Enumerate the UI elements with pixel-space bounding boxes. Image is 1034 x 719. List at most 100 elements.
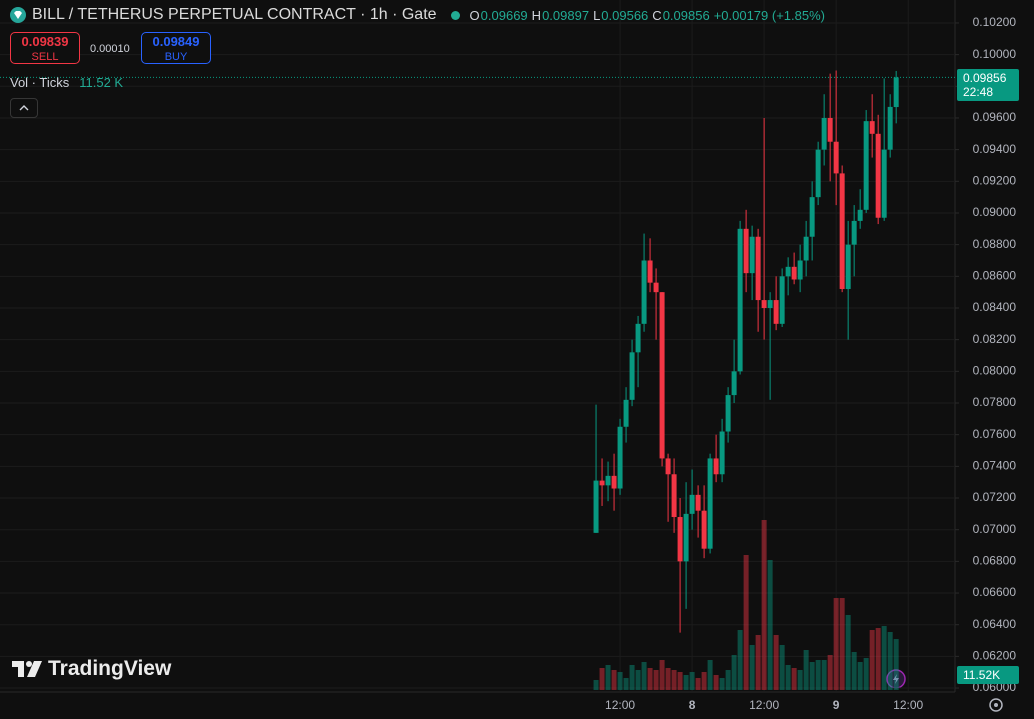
volume-bar [647, 668, 653, 690]
ohlc-value: 0.09856 [662, 7, 710, 23]
candle-body [743, 228, 749, 274]
buy-button[interactable]: 0.09849 BUY [141, 32, 211, 64]
settings-icon[interactable] [989, 698, 1003, 712]
ohlc-low: L0.09566 [593, 8, 648, 23]
candle-body [833, 141, 839, 174]
logo-part [26, 661, 32, 667]
countdown: 22:48 [963, 85, 994, 100]
volume-bar [815, 660, 821, 690]
candle-body [617, 426, 623, 489]
candle-body [731, 371, 737, 396]
volume-bar [593, 680, 599, 690]
volume-bar [797, 670, 803, 690]
change: +0.00179 (+1.85%) [713, 7, 825, 23]
candle-body [851, 220, 857, 245]
candle-body [671, 474, 677, 518]
ohlc-open: O0.09669 [470, 8, 528, 23]
candle-body [605, 475, 611, 486]
volume-bar [707, 660, 713, 690]
chart-title: BILL / TETHERUS PERPETUAL CONTRACT · 1h … [32, 6, 437, 23]
logo-part [12, 661, 24, 677]
volume-bar [659, 660, 665, 690]
y-tick-label: 0.06200 [973, 649, 1017, 663]
candle-body [719, 431, 725, 475]
volume-bar [737, 630, 743, 690]
y-tick-label: 0.08800 [973, 237, 1017, 251]
volume-bar [749, 645, 755, 690]
volume-layer [593, 520, 899, 690]
candle-body [695, 494, 701, 511]
volume-bar [761, 520, 767, 690]
y-tick-label: 0.09600 [973, 110, 1017, 124]
ohlc-close: C0.09856 [652, 8, 709, 23]
gear-center [994, 703, 998, 707]
candle-body [653, 282, 659, 293]
volume-bar [671, 670, 677, 690]
y-tick-label: 0.07000 [973, 522, 1017, 536]
volume-bar [881, 626, 887, 690]
candle-body [599, 480, 605, 486]
volume-bar [689, 671, 695, 690]
ohlc-high: H0.09897 [532, 8, 589, 23]
logo-part [27, 661, 42, 677]
last-price-label: 0.09856 22:48 [957, 69, 1019, 102]
symbol-icon-gem [14, 11, 22, 19]
volume-bar [695, 678, 701, 690]
collapse-button[interactable] [10, 98, 38, 118]
y-tick-label: 0.08600 [973, 268, 1017, 282]
header: BILL / TETHERUS PERPETUAL CONTRACT · 1h … [10, 6, 825, 24]
x-tick-label: 12:00 [749, 698, 779, 712]
y-tick-label: 0.09400 [973, 142, 1017, 156]
volume-bar [731, 655, 737, 690]
candle-body [755, 236, 761, 301]
candle-body [593, 480, 599, 533]
volume-bar [755, 635, 761, 690]
volume-bar [611, 670, 617, 690]
volume-bar [869, 630, 875, 690]
volume-bar [653, 670, 659, 690]
x-tick-label: 9 [833, 698, 840, 712]
buy-price: 0.09849 [152, 34, 200, 49]
y-tick-label: 0.06400 [973, 617, 1017, 631]
volume-bar [623, 678, 629, 690]
candle-body [779, 276, 785, 324]
candle-body [701, 510, 707, 549]
volume-bar [719, 678, 725, 690]
candle-body [821, 117, 827, 150]
brand: TradingView [12, 657, 171, 681]
brand-logo [12, 661, 42, 677]
volume-bar [767, 560, 773, 690]
candle-body [749, 236, 755, 274]
volume-legend: Vol · Ticks 11.52 K [10, 75, 123, 90]
y-tick-label: 0.08000 [973, 364, 1017, 378]
candle-body [809, 197, 815, 237]
alert-bolt [893, 674, 899, 684]
volume-bar [809, 661, 815, 690]
ohlc-value: 0.09566 [601, 7, 649, 23]
y-tick-label: 0.08400 [973, 300, 1017, 314]
candle-body [707, 458, 713, 549]
volume-bar [851, 651, 857, 690]
volume-bar [875, 628, 881, 690]
volume-legend-label: Vol · Ticks [10, 75, 70, 90]
candle-body [869, 121, 875, 134]
volume-bar [599, 668, 605, 690]
volume-bar [773, 635, 779, 690]
sell-button[interactable]: 0.09839 SELL [10, 32, 80, 64]
volume-bar [635, 670, 641, 690]
candle-body [881, 149, 887, 218]
volume-bar [779, 645, 785, 690]
candle-body [863, 121, 869, 210]
y-tick-label: 0.07400 [973, 459, 1017, 473]
ohlc-letter: O [469, 7, 480, 23]
volume-bar [743, 555, 749, 690]
y-tick-label: 0.07200 [973, 490, 1017, 504]
x-tick-label: 12:00 [893, 698, 923, 712]
gear [989, 698, 1003, 712]
candle-body [737, 228, 743, 372]
volume-bar [893, 639, 899, 690]
candle-body [635, 323, 641, 353]
candle-body [683, 513, 689, 562]
x-tick-label: 8 [689, 698, 696, 712]
candle-body [839, 173, 845, 289]
